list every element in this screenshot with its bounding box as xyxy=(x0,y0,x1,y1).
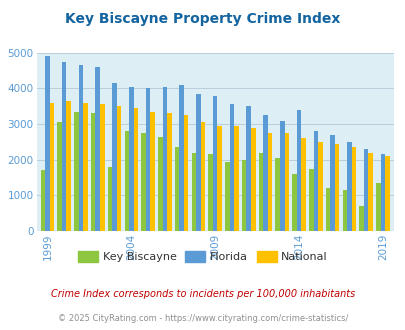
Bar xyxy=(175,147,179,231)
Bar xyxy=(158,137,162,231)
Bar xyxy=(196,94,200,231)
Bar xyxy=(296,110,301,231)
Bar xyxy=(363,149,367,231)
Bar xyxy=(225,161,229,231)
Bar xyxy=(208,154,212,231)
Bar xyxy=(100,105,104,231)
Bar xyxy=(342,190,346,231)
Bar xyxy=(167,114,171,231)
Bar xyxy=(301,138,305,231)
Bar xyxy=(57,122,62,231)
Bar xyxy=(117,106,121,231)
Text: © 2025 CityRating.com - https://www.cityrating.com/crime-statistics/: © 2025 CityRating.com - https://www.city… xyxy=(58,314,347,323)
Bar xyxy=(258,152,262,231)
Bar xyxy=(262,115,267,231)
Bar xyxy=(380,154,384,231)
Bar xyxy=(124,131,129,231)
Text: Key Biscayne Property Crime Index: Key Biscayne Property Crime Index xyxy=(65,12,340,25)
Bar xyxy=(133,108,138,231)
Bar xyxy=(79,65,83,231)
Bar xyxy=(346,142,351,231)
Bar xyxy=(317,142,322,231)
Bar xyxy=(279,120,284,231)
Bar xyxy=(179,85,183,231)
Bar xyxy=(107,167,112,231)
Bar xyxy=(375,183,380,231)
Bar xyxy=(183,115,188,231)
Bar xyxy=(74,112,79,231)
Bar xyxy=(145,88,150,231)
Bar xyxy=(384,156,389,231)
Bar xyxy=(275,158,279,231)
Bar xyxy=(358,206,363,231)
Bar xyxy=(162,87,167,231)
Bar xyxy=(191,152,196,231)
Bar xyxy=(129,87,133,231)
Bar xyxy=(267,133,272,231)
Bar xyxy=(62,62,66,231)
Bar xyxy=(217,126,222,231)
Bar xyxy=(334,144,339,231)
Bar xyxy=(200,122,205,231)
Bar xyxy=(284,133,288,231)
Text: Crime Index corresponds to incidents per 100,000 inhabitants: Crime Index corresponds to incidents per… xyxy=(51,289,354,299)
Bar xyxy=(45,56,49,231)
Bar xyxy=(234,126,238,231)
Bar xyxy=(250,128,255,231)
Bar xyxy=(229,105,234,231)
Bar xyxy=(83,103,87,231)
Bar xyxy=(351,147,355,231)
Bar xyxy=(95,67,100,231)
Legend: Key Biscayne, Florida, National: Key Biscayne, Florida, National xyxy=(74,247,331,267)
Bar xyxy=(246,106,250,231)
Bar xyxy=(308,169,313,231)
Bar xyxy=(40,170,45,231)
Bar xyxy=(91,114,95,231)
Bar xyxy=(292,174,296,231)
Bar xyxy=(112,83,117,231)
Bar xyxy=(212,96,217,231)
Bar xyxy=(367,152,372,231)
Bar xyxy=(141,133,145,231)
Bar xyxy=(241,160,246,231)
Bar xyxy=(150,112,154,231)
Bar xyxy=(66,101,71,231)
Bar xyxy=(330,135,334,231)
Bar xyxy=(325,188,330,231)
Bar xyxy=(49,103,54,231)
Bar xyxy=(313,131,317,231)
